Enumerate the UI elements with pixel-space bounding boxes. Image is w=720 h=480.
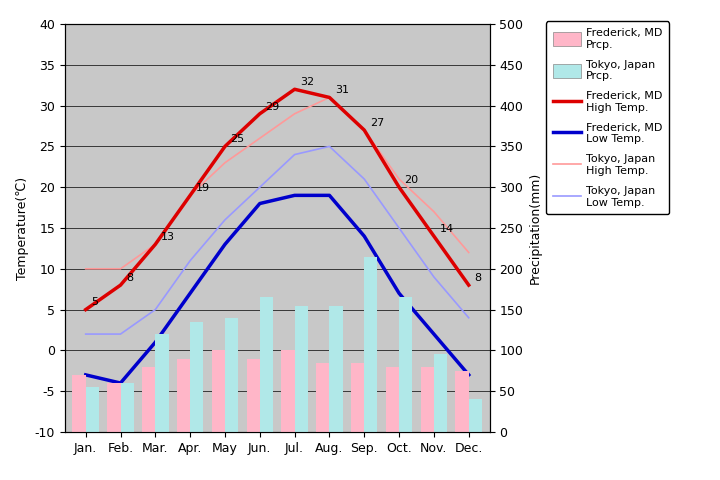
Bar	[364, 256, 377, 432]
Bar	[190, 322, 203, 432]
Text: 13: 13	[161, 232, 175, 242]
Text: 32: 32	[300, 77, 315, 87]
Bar	[469, 399, 482, 432]
Text: 25: 25	[230, 134, 245, 144]
Bar	[156, 334, 168, 432]
Text: 19: 19	[196, 183, 210, 193]
Bar	[330, 306, 343, 432]
Text: 5: 5	[91, 298, 98, 307]
Bar	[294, 306, 308, 432]
Bar	[107, 383, 120, 432]
Bar	[86, 387, 99, 432]
Bar	[246, 359, 260, 432]
Text: 8: 8	[474, 273, 482, 283]
Bar	[434, 354, 447, 432]
Text: 31: 31	[335, 85, 349, 95]
Bar	[212, 350, 225, 432]
Bar	[120, 383, 134, 432]
Text: 27: 27	[370, 118, 384, 128]
Text: 8: 8	[126, 273, 133, 283]
Bar	[142, 367, 156, 432]
Y-axis label: Temperature(℃): Temperature(℃)	[16, 177, 29, 279]
Bar	[225, 318, 238, 432]
Bar	[282, 350, 294, 432]
Bar	[420, 367, 434, 432]
Bar	[177, 359, 190, 432]
Bar	[73, 375, 86, 432]
Bar	[260, 298, 273, 432]
Bar	[386, 367, 399, 432]
Legend: Frederick, MD
Prcp., Tokyo, Japan
Prcp., Frederick, MD
High Temp., Frederick, MD: Frederick, MD Prcp., Tokyo, Japan Prcp.,…	[546, 22, 669, 215]
Text: 20: 20	[405, 175, 419, 185]
Y-axis label: Precipitation(mm): Precipitation(mm)	[529, 172, 542, 284]
Bar	[316, 363, 330, 432]
Text: 29: 29	[266, 102, 279, 111]
Text: 14: 14	[439, 224, 454, 234]
Bar	[351, 363, 364, 432]
Bar	[399, 298, 413, 432]
Bar	[456, 371, 469, 432]
